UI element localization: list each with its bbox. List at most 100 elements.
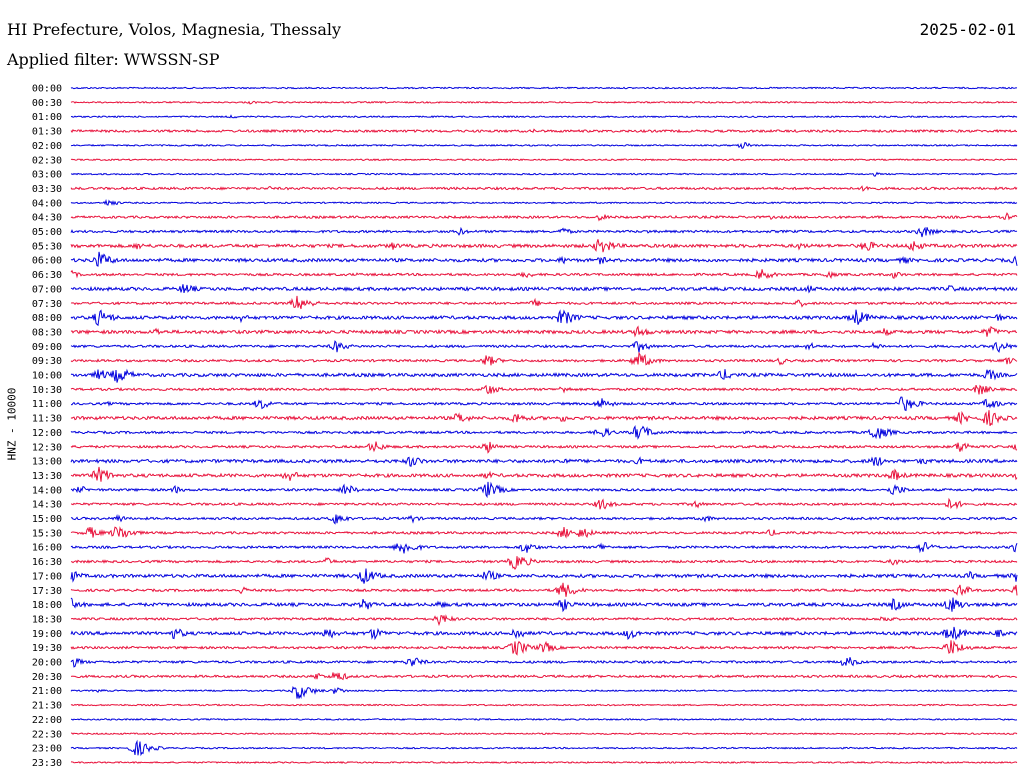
seismic-trace	[70, 185, 1018, 192]
seismic-trace	[70, 309, 1018, 327]
trace-time-label: 00:30	[32, 98, 62, 109]
trace-time-label: 02:00	[32, 141, 62, 152]
trace-time-label: 08:30	[32, 327, 62, 338]
seismic-trace	[70, 481, 1018, 499]
seismic-trace	[70, 739, 1018, 757]
seismic-trace	[70, 384, 1018, 395]
seismic-trace	[70, 295, 1018, 310]
trace-time-label: 16:30	[32, 557, 62, 568]
trace-time-label: 11:30	[32, 414, 62, 425]
seismic-trace	[70, 732, 1018, 736]
seismic-trace	[70, 582, 1018, 597]
seismic-trace	[70, 269, 1018, 279]
seismic-trace	[70, 239, 1018, 253]
trace-time-label: 01:00	[32, 112, 62, 123]
trace-time-label: 09:30	[32, 356, 62, 367]
seismic-trace	[70, 226, 1018, 238]
seismic-trace	[70, 212, 1018, 222]
seismic-trace	[70, 568, 1018, 584]
seismic-trace	[70, 158, 1018, 162]
trace-time-label: 17:00	[32, 571, 62, 582]
trace-time-label: 11:00	[32, 399, 62, 410]
trace-time-label: 12:00	[32, 428, 62, 439]
trace-time-label: 14:00	[32, 485, 62, 496]
trace-time-label: 06:00	[32, 256, 62, 267]
seismic-trace	[70, 325, 1018, 338]
seismic-trace	[70, 284, 1018, 294]
seismic-trace	[70, 717, 1018, 721]
trace-time-label: 22:30	[32, 729, 62, 740]
trace-time-label: 07:00	[32, 284, 62, 295]
seismic-trace	[70, 703, 1018, 707]
trace-time-label: 02:30	[32, 155, 62, 166]
trace-time-label: 23:00	[32, 744, 62, 755]
seismic-trace	[70, 251, 1018, 267]
trace-time-label: 05:00	[32, 227, 62, 238]
trace-time-label: 13:30	[32, 471, 62, 482]
trace-time-label: 04:30	[32, 213, 62, 224]
trace-time-label: 05:30	[32, 241, 62, 252]
seismic-trace	[70, 396, 1018, 412]
seismic-trace	[70, 626, 1018, 641]
seismic-trace	[70, 100, 1018, 105]
trace-time-label: 17:30	[32, 586, 62, 597]
seismic-trace	[70, 513, 1018, 525]
trace-time-label: 03:30	[32, 184, 62, 195]
seismic-trace	[70, 141, 1018, 149]
recording-date: 2025-02-01	[919, 20, 1016, 39]
seismic-trace	[70, 466, 1018, 482]
seismic-trace	[70, 640, 1018, 656]
seismic-trace	[70, 368, 1018, 383]
seismic-trace	[70, 597, 1018, 613]
trace-time-label: 18:00	[32, 600, 62, 611]
seismic-trace	[70, 556, 1018, 570]
trace-time-label: 21:30	[32, 701, 62, 712]
seismic-trace	[70, 351, 1018, 366]
seismic-trace	[70, 686, 1018, 699]
trace-time-label: 19:00	[32, 629, 62, 640]
trace-time-label: 19:30	[32, 643, 62, 654]
trace-time-label: 18:30	[32, 614, 62, 625]
seismic-trace	[70, 340, 1018, 353]
trace-time-label: 13:00	[32, 457, 62, 468]
filter-label: Applied filter: WWSSN-SP	[7, 50, 220, 69]
trace-time-label: 04:00	[32, 198, 62, 209]
trace-time-label: 00:00	[32, 84, 62, 95]
seismic-trace	[70, 672, 1018, 681]
seismic-trace	[70, 114, 1018, 119]
trace-time-label: 15:30	[32, 528, 62, 539]
trace-time-label: 20:30	[32, 672, 62, 683]
seismic-trace	[70, 657, 1018, 668]
seismic-trace	[70, 424, 1018, 440]
trace-time-label: 10:00	[32, 371, 62, 382]
seismic-trace	[70, 526, 1018, 539]
trace-time-label: 23:30	[32, 758, 62, 769]
seismic-trace	[70, 614, 1018, 627]
seismic-trace	[70, 86, 1018, 90]
seismic-trace	[70, 760, 1018, 764]
trace-time-label: 10:30	[32, 385, 62, 396]
trace-time-label: 08:00	[32, 313, 62, 324]
trace-time-label: 16:00	[32, 543, 62, 554]
seismic-trace	[70, 456, 1018, 467]
seismic-trace	[70, 198, 1018, 206]
trace-time-label: 21:00	[32, 686, 62, 697]
trace-time-label: 12:30	[32, 442, 62, 453]
trace-time-label: 07:30	[32, 299, 62, 310]
seismic-trace	[70, 171, 1018, 177]
seismic-trace	[70, 497, 1018, 510]
trace-time-label: 09:00	[32, 342, 62, 353]
seismic-trace	[70, 410, 1018, 427]
seismic-trace	[70, 128, 1018, 134]
trace-time-label: 22:00	[32, 715, 62, 726]
seismic-trace	[70, 541, 1018, 554]
trace-time-label: 20:00	[32, 658, 62, 669]
trace-time-label: 15:00	[32, 514, 62, 525]
trace-time-label: 14:30	[32, 500, 62, 511]
trace-time-label: 03:00	[32, 170, 62, 181]
trace-time-label: 01:30	[32, 127, 62, 138]
station-title: HI Prefecture, Volos, Magnesia, Thessaly	[7, 20, 342, 39]
seismic-trace	[70, 441, 1018, 454]
trace-time-label: 06:30	[32, 270, 62, 281]
